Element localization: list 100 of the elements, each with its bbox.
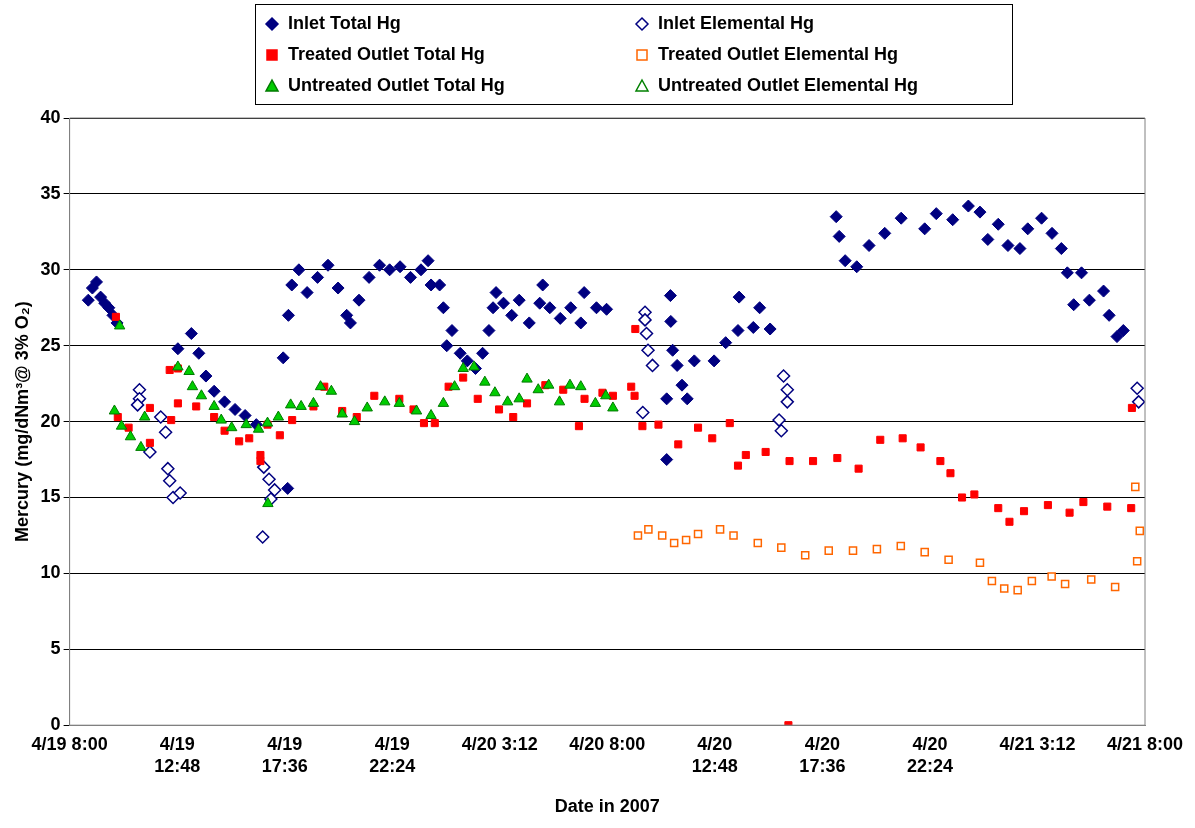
point	[1131, 395, 1145, 409]
point	[776, 369, 791, 383]
point	[987, 576, 997, 586]
point	[780, 395, 795, 409]
x-tick-label: 4/20 12:48	[691, 733, 738, 776]
point	[295, 399, 307, 410]
point	[589, 396, 602, 407]
point	[693, 529, 703, 539]
point	[1047, 572, 1056, 581]
point	[999, 584, 1009, 593]
point	[1110, 582, 1120, 592]
legend-label: Treated Outlet Total Hg	[288, 44, 485, 65]
point	[920, 547, 929, 557]
point	[143, 445, 157, 459]
point	[262, 497, 274, 508]
point	[1132, 556, 1142, 566]
x-tick-label: 4/19 22:24	[369, 733, 416, 776]
x-tick-label: 4/20 8:00	[569, 733, 646, 754]
legend-label: Inlet Total Hg	[288, 13, 401, 34]
point	[262, 472, 276, 487]
y-tick-label: 30	[40, 258, 61, 279]
point	[772, 413, 786, 427]
point	[639, 326, 654, 341]
point	[1135, 526, 1145, 536]
point	[542, 378, 555, 389]
point	[872, 544, 882, 554]
point	[261, 416, 274, 427]
point	[135, 440, 147, 451]
x-tick-label: 4/19 8:00	[31, 733, 108, 754]
point	[153, 410, 168, 424]
x-tick-label: 4/20 22:24	[906, 733, 953, 776]
point	[975, 558, 985, 568]
point	[657, 531, 667, 540]
point	[553, 395, 566, 406]
point	[489, 386, 501, 397]
point	[479, 375, 491, 386]
point	[215, 413, 227, 424]
point	[255, 530, 270, 544]
point	[138, 410, 151, 421]
point	[780, 382, 795, 397]
point	[115, 419, 128, 430]
x-tick-label: 4/20 17:36	[799, 733, 846, 776]
point	[777, 543, 786, 552]
point	[361, 401, 373, 412]
legend-label: Untreated Outlet Elemental Hg	[658, 75, 919, 96]
point	[108, 404, 121, 415]
point	[774, 423, 789, 438]
y-tick-label: 10	[40, 562, 61, 583]
y-tick-label: 35	[40, 182, 61, 203]
point	[638, 313, 652, 327]
point	[208, 399, 220, 410]
point	[501, 395, 514, 406]
point	[240, 418, 252, 429]
legend-label: Untreated Outlet Total Hg	[288, 75, 505, 96]
point	[267, 483, 282, 497]
point	[448, 380, 461, 391]
point	[513, 392, 525, 403]
point	[172, 360, 184, 371]
point	[641, 343, 655, 357]
point	[307, 396, 320, 407]
point	[379, 395, 391, 406]
y-tick-label: 5	[50, 638, 61, 659]
y-tick-label: 20	[40, 410, 61, 431]
point	[848, 546, 858, 555]
point	[314, 380, 327, 391]
point	[457, 361, 469, 372]
x-tick-label: 4/21 3:12	[999, 733, 1076, 754]
point	[669, 538, 679, 548]
point	[410, 404, 423, 415]
point	[425, 409, 437, 420]
point	[1131, 482, 1140, 492]
x-tick-label: 4/19 12:48	[154, 733, 201, 776]
point	[183, 365, 195, 376]
legend-label: Treated Outlet Elemental Hg	[658, 44, 899, 65]
point	[600, 389, 612, 400]
point	[575, 380, 587, 391]
y-tick-label: 25	[40, 334, 61, 355]
point	[1013, 585, 1022, 595]
point	[636, 405, 650, 420]
point	[124, 430, 137, 441]
point	[284, 398, 297, 409]
point	[252, 422, 265, 433]
point	[186, 380, 199, 391]
point	[564, 378, 576, 389]
point	[729, 531, 738, 540]
point	[1130, 381, 1144, 395]
point	[1086, 575, 1096, 584]
point	[824, 546, 834, 555]
x-tick-label: 4/19 17:36	[261, 733, 308, 776]
point	[468, 360, 480, 371]
y-axis-title: Mercury (mg/dNm³@ 3% O₂)	[11, 301, 32, 542]
point	[325, 384, 338, 395]
point	[173, 486, 187, 500]
point	[715, 525, 725, 534]
y-tick-label: 0	[50, 714, 61, 735]
point	[162, 474, 177, 488]
point	[195, 389, 208, 400]
point	[896, 541, 906, 551]
point	[681, 535, 691, 545]
point	[272, 410, 285, 421]
